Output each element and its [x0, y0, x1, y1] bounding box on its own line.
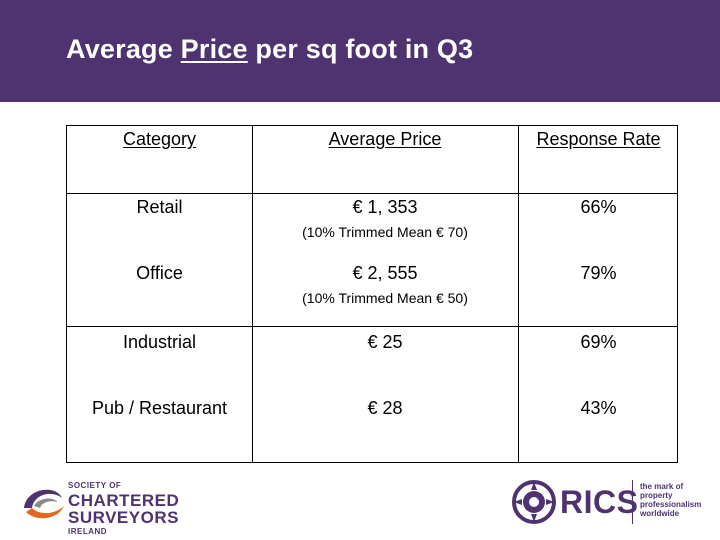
- row-pub-rate: 43%: [580, 398, 617, 418]
- rics-wordmark: RICS: [560, 484, 639, 520]
- row-office-category: Office: [136, 263, 183, 283]
- title-bar: Average Price per sq foot in Q3: [0, 0, 720, 102]
- title-prefix: Average: [66, 34, 181, 64]
- row-retail-note: (10% Trimmed Mean € 70): [302, 224, 468, 240]
- footer-logos: SOCIETY OF CHARTERED SURVEYORS IRELAND R…: [0, 470, 720, 540]
- scsi-line2: CHARTERED: [68, 491, 180, 510]
- row-office-rate: 79%: [580, 263, 617, 283]
- column-divider: [252, 126, 253, 462]
- header-average-price: Average Price: [328, 129, 442, 149]
- scsi-swirl-logo-icon: [24, 489, 64, 519]
- title-underlined-word: Price: [180, 34, 248, 64]
- row-pub-price: € 28: [367, 398, 403, 418]
- row-retail-category: Retail: [136, 197, 183, 217]
- row-retail-price: € 1, 353: [352, 197, 418, 217]
- scsi-line1: SOCIETY OF: [68, 481, 122, 490]
- row-divider: [67, 326, 677, 327]
- rics-lion-logo-icon: [512, 480, 556, 524]
- row-industrial-category: Industrial: [122, 332, 197, 352]
- row-industrial-price: € 25: [367, 332, 403, 352]
- page-title: Average Price per sq foot in Q3: [66, 34, 473, 65]
- scsi-line3: SURVEYORS: [68, 508, 179, 527]
- header-category: Category: [122, 129, 197, 149]
- title-suffix: per sq foot in Q3: [247, 34, 474, 64]
- header-response-rate: Response Rate: [536, 129, 661, 149]
- rics-divider: [632, 480, 633, 524]
- row-office-price: € 2, 555: [352, 263, 418, 283]
- scsi-wordmark: SOCIETY OF CHARTERED SURVEYORS IRELAND: [68, 482, 179, 536]
- column-divider: [518, 126, 519, 462]
- rics-tagline: the mark of property professionalism wor…: [640, 482, 702, 518]
- price-table: Category Average Price Response Rate Ret…: [66, 125, 678, 463]
- row-divider: [67, 193, 677, 194]
- row-pub-category: Pub / Restaurant: [91, 398, 228, 418]
- row-industrial-rate: 69%: [580, 332, 617, 352]
- row-office-note: (10% Trimmed Mean € 50): [302, 290, 468, 306]
- scsi-line4: IRELAND: [68, 527, 108, 536]
- row-retail-rate: 66%: [580, 197, 617, 217]
